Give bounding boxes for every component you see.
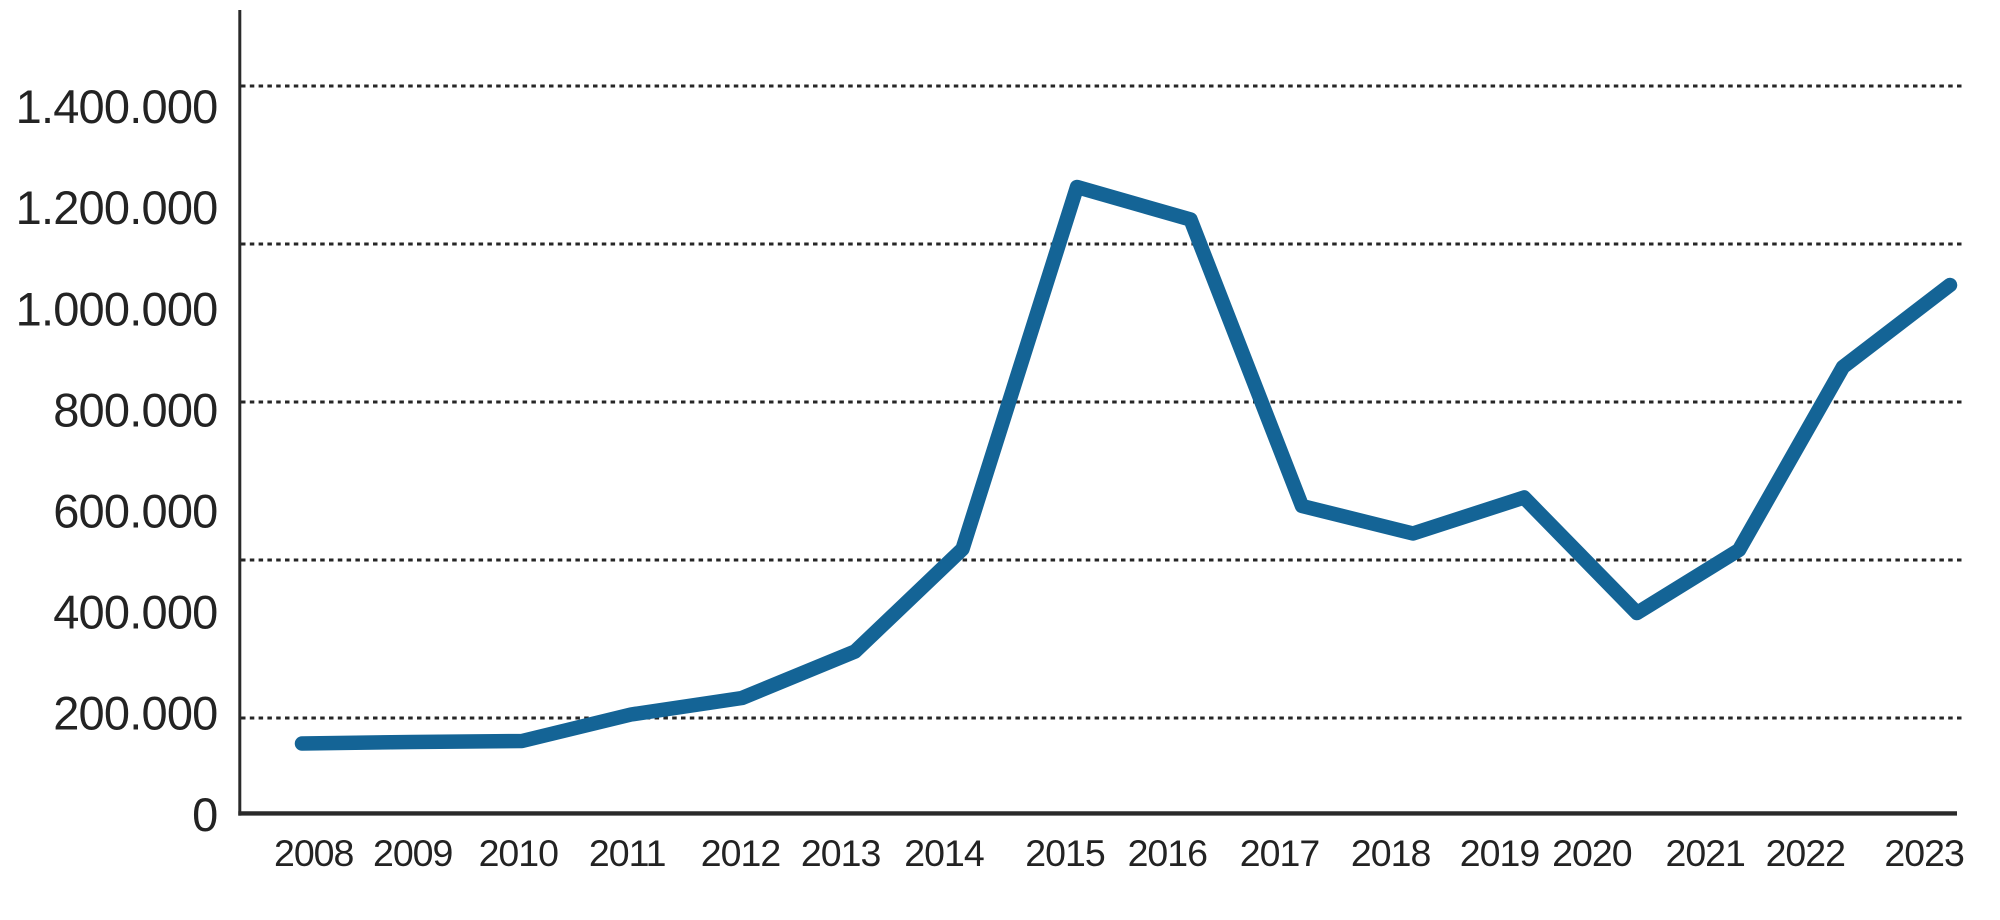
svg-text:2017: 2017 bbox=[1240, 832, 1319, 874]
svg-text:2016: 2016 bbox=[1128, 832, 1208, 874]
svg-text:2021: 2021 bbox=[1665, 832, 1745, 874]
svg-text:1.000.000: 1.000.000 bbox=[16, 282, 218, 335]
svg-text:2023: 2023 bbox=[1884, 832, 1964, 874]
svg-text:2015: 2015 bbox=[1025, 832, 1105, 874]
svg-text:1.400.000: 1.400.000 bbox=[16, 80, 218, 133]
svg-text:2013: 2013 bbox=[801, 832, 881, 874]
svg-text:600.000: 600.000 bbox=[53, 485, 217, 538]
svg-text:2020: 2020 bbox=[1552, 832, 1632, 874]
svg-text:2011: 2011 bbox=[589, 832, 666, 874]
svg-text:2009: 2009 bbox=[373, 832, 453, 874]
svg-text:800.000: 800.000 bbox=[53, 383, 217, 436]
svg-text:2012: 2012 bbox=[701, 832, 780, 874]
svg-text:1.200.000: 1.200.000 bbox=[16, 181, 218, 234]
svg-text:2008: 2008 bbox=[274, 832, 354, 874]
svg-text:0: 0 bbox=[192, 788, 217, 841]
svg-text:2022: 2022 bbox=[1766, 832, 1845, 874]
svg-text:2019: 2019 bbox=[1460, 832, 1540, 874]
svg-text:200.000: 200.000 bbox=[53, 687, 217, 740]
svg-text:2010: 2010 bbox=[479, 832, 559, 874]
svg-text:400.000: 400.000 bbox=[53, 586, 217, 639]
svg-text:2014: 2014 bbox=[904, 832, 984, 874]
svg-text:2018: 2018 bbox=[1351, 832, 1431, 874]
